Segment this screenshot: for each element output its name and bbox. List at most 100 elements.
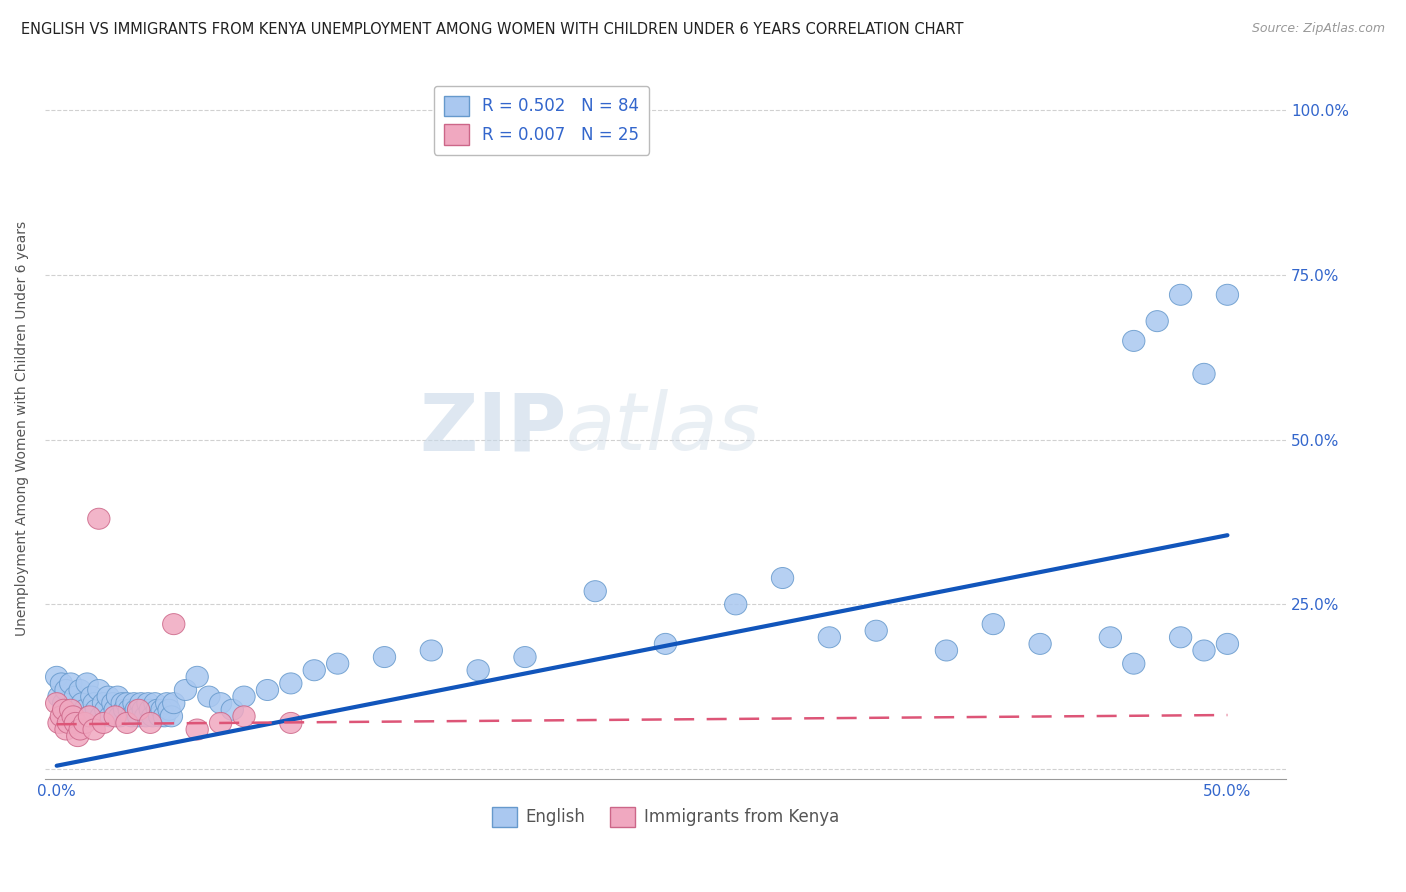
Ellipse shape [1192,363,1215,384]
Ellipse shape [132,699,155,720]
Ellipse shape [935,640,957,661]
Text: atlas: atlas [567,389,761,467]
Ellipse shape [146,699,169,720]
Ellipse shape [73,699,96,720]
Ellipse shape [818,627,841,648]
Ellipse shape [233,706,254,727]
Ellipse shape [143,693,166,714]
Ellipse shape [174,680,197,700]
Ellipse shape [104,699,127,720]
Ellipse shape [135,706,157,727]
Text: ENGLISH VS IMMIGRANTS FROM KENYA UNEMPLOYMENT AMONG WOMEN WITH CHILDREN UNDER 6 : ENGLISH VS IMMIGRANTS FROM KENYA UNEMPLO… [21,22,963,37]
Text: Source: ZipAtlas.com: Source: ZipAtlas.com [1251,22,1385,36]
Ellipse shape [1029,633,1052,655]
Ellipse shape [62,706,84,727]
Ellipse shape [129,693,152,714]
Ellipse shape [1216,285,1239,305]
Ellipse shape [136,693,159,714]
Ellipse shape [125,699,148,720]
Ellipse shape [101,693,124,714]
Ellipse shape [51,673,73,694]
Ellipse shape [467,660,489,681]
Ellipse shape [87,508,110,529]
Ellipse shape [93,693,115,714]
Ellipse shape [94,699,117,720]
Ellipse shape [233,686,254,707]
Ellipse shape [79,706,101,727]
Ellipse shape [51,706,73,727]
Ellipse shape [52,693,75,714]
Ellipse shape [107,686,129,707]
Ellipse shape [87,680,110,700]
Ellipse shape [280,713,302,733]
Ellipse shape [983,614,1004,634]
Ellipse shape [59,673,82,694]
Ellipse shape [221,699,243,720]
Ellipse shape [121,706,143,727]
Ellipse shape [420,640,443,661]
Ellipse shape [1216,633,1239,655]
Ellipse shape [83,719,105,740]
Ellipse shape [163,693,186,714]
Ellipse shape [115,693,138,714]
Ellipse shape [724,594,747,615]
Ellipse shape [66,725,89,747]
Ellipse shape [122,693,145,714]
Ellipse shape [58,706,80,727]
Ellipse shape [52,699,75,720]
Ellipse shape [114,699,136,720]
Ellipse shape [97,686,120,707]
Ellipse shape [513,647,536,667]
Ellipse shape [160,706,183,727]
Ellipse shape [55,680,77,700]
Ellipse shape [1192,640,1215,661]
Ellipse shape [156,693,179,714]
Ellipse shape [157,699,180,720]
Ellipse shape [115,713,138,733]
Ellipse shape [72,693,94,714]
Ellipse shape [865,620,887,641]
Ellipse shape [209,693,232,714]
Ellipse shape [80,686,103,707]
Ellipse shape [583,581,606,602]
Ellipse shape [139,699,162,720]
Ellipse shape [149,706,172,727]
Ellipse shape [142,706,165,727]
Ellipse shape [100,706,122,727]
Ellipse shape [86,699,108,720]
Ellipse shape [90,706,112,727]
Ellipse shape [66,713,89,733]
Ellipse shape [128,699,150,720]
Ellipse shape [1146,310,1168,332]
Ellipse shape [186,719,208,740]
Ellipse shape [55,719,77,740]
Ellipse shape [1122,653,1144,674]
Ellipse shape [374,647,395,667]
Ellipse shape [118,699,141,720]
Ellipse shape [58,713,80,733]
Ellipse shape [76,673,98,694]
Ellipse shape [1099,627,1122,648]
Ellipse shape [45,666,67,688]
Ellipse shape [256,680,278,700]
Ellipse shape [153,706,176,727]
Ellipse shape [772,567,794,589]
Y-axis label: Unemployment Among Women with Children Under 6 years: Unemployment Among Women with Children U… [15,220,30,636]
Ellipse shape [326,653,349,674]
Ellipse shape [163,614,186,634]
Ellipse shape [139,713,162,733]
Ellipse shape [1170,627,1192,648]
Ellipse shape [104,706,127,727]
Ellipse shape [65,713,87,733]
Ellipse shape [128,706,150,727]
Ellipse shape [280,673,302,694]
Ellipse shape [62,699,84,720]
Ellipse shape [83,693,105,714]
Ellipse shape [48,686,70,707]
Text: ZIP: ZIP [419,389,567,467]
Legend: English, Immigrants from Kenya: English, Immigrants from Kenya [485,800,845,834]
Ellipse shape [48,713,70,733]
Ellipse shape [209,713,232,733]
Ellipse shape [1122,330,1144,351]
Ellipse shape [45,693,67,714]
